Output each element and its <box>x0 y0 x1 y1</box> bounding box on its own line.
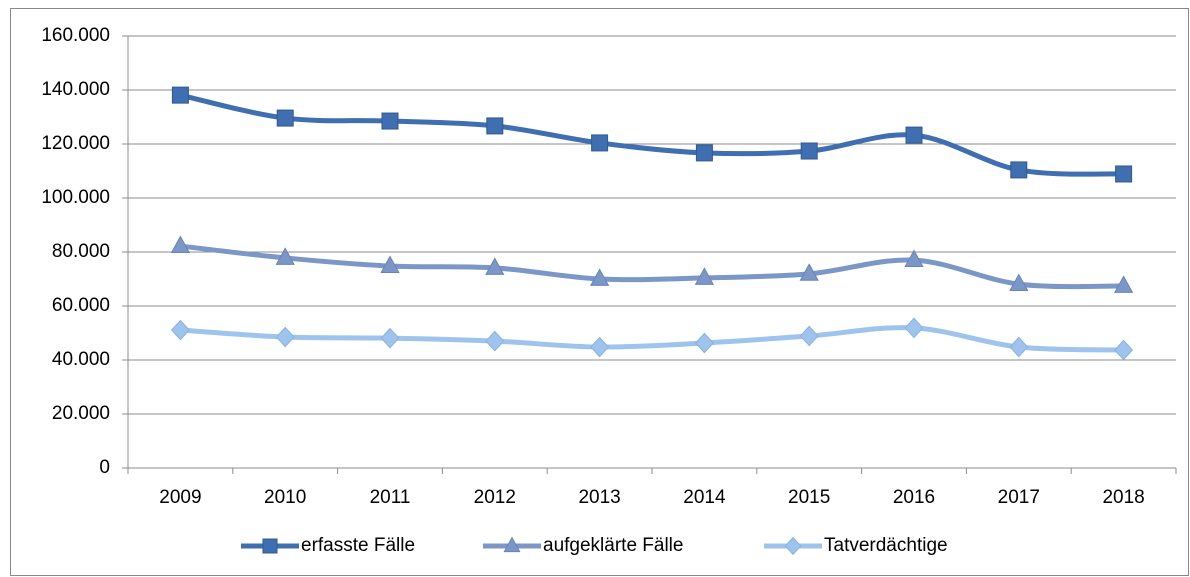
marker <box>800 142 818 160</box>
marker <box>381 112 399 130</box>
x-tick-label: 2009 <box>159 487 201 508</box>
series-line <box>180 325 1124 353</box>
legend-label: erfasste Fälle <box>301 535 415 556</box>
marker <box>1010 161 1028 179</box>
marker <box>485 257 505 275</box>
marker <box>695 144 713 162</box>
x-tick-label: 2014 <box>683 487 726 508</box>
x-tick-label: 2018 <box>1102 487 1144 508</box>
marker <box>1009 273 1029 292</box>
marker <box>171 86 189 104</box>
x-tick-label: 2016 <box>893 487 935 508</box>
marker <box>170 235 191 253</box>
marker <box>262 538 278 554</box>
marker <box>694 332 714 354</box>
marker <box>275 326 295 348</box>
marker <box>485 330 505 352</box>
x-tick-label: 2017 <box>998 487 1040 508</box>
y-tick-label: 160.000 <box>41 25 110 46</box>
marker <box>784 536 802 556</box>
x-tick-label: 2013 <box>578 487 620 508</box>
x-tick-label: 2015 <box>788 487 830 508</box>
marker <box>170 319 190 341</box>
marker <box>694 267 715 285</box>
marker <box>1114 339 1134 361</box>
y-tick-label: 100.000 <box>41 187 110 208</box>
y-tick-label: 20.000 <box>52 403 110 424</box>
y-tick-label: 60.000 <box>52 295 110 316</box>
marker <box>503 536 521 553</box>
marker <box>591 134 609 152</box>
x-tick-label: 2011 <box>370 487 411 508</box>
legend-label: Tatverdächtige <box>824 535 948 556</box>
marker <box>276 109 294 127</box>
marker <box>799 263 819 281</box>
marker <box>380 255 400 273</box>
y-tick-label: 140.000 <box>41 79 110 100</box>
y-tick-label: 0 <box>99 457 110 478</box>
marker <box>1009 336 1029 358</box>
y-tick-label: 80.000 <box>52 241 110 262</box>
marker <box>1115 165 1133 183</box>
legend-label: aufgeklärte Fälle <box>543 535 683 556</box>
marker <box>905 126 923 144</box>
marker <box>380 327 400 349</box>
marker <box>275 247 295 265</box>
marker <box>904 317 924 339</box>
marker <box>590 336 610 358</box>
marker <box>1113 275 1134 293</box>
marker <box>799 325 819 347</box>
marker <box>589 268 610 286</box>
x-tick-label: 2012 <box>474 487 516 508</box>
series-line <box>180 243 1124 290</box>
x-tick-label: 2010 <box>264 487 306 508</box>
y-tick-label: 40.000 <box>52 349 110 370</box>
marker <box>904 249 924 267</box>
marker <box>486 117 504 135</box>
series-line <box>179 92 1124 177</box>
y-tick-label: 120.000 <box>41 133 110 154</box>
